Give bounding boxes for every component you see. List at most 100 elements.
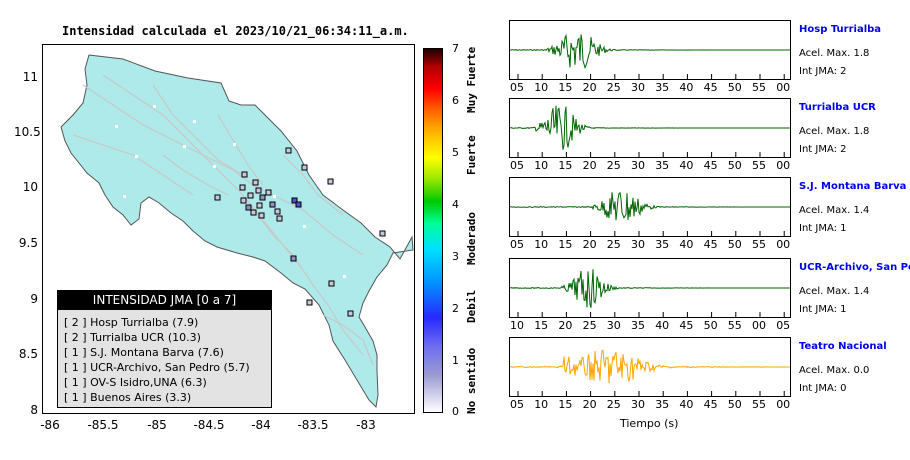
- waveform-tick-label: 05: [510, 159, 524, 172]
- waveform-tick-label: 55: [752, 81, 766, 94]
- road-network: [72, 74, 374, 366]
- legend-header: INTENSIDAD JMA [0 a 7]: [58, 291, 271, 310]
- colorbar-tick: 4: [452, 198, 459, 211]
- map-xtick: -86: [40, 418, 60, 432]
- waveform-tick-label: 35: [655, 159, 670, 172]
- colorbar-label-moderado: Moderado: [465, 212, 478, 265]
- waveform-tick-label: 40: [679, 81, 694, 94]
- station-name-link[interactable]: Hosp Turrialba: [799, 24, 882, 35]
- colorbar-label-muy-fuerte: Muy Fuerte: [465, 46, 478, 113]
- waveform-trace-svg: [510, 191, 790, 236]
- waveform-tick-label: 15: [558, 398, 573, 411]
- colorbar-tick: 0: [452, 405, 459, 418]
- map-xtick: -85: [147, 418, 167, 432]
- waveform-tick-label: 15: [558, 81, 573, 94]
- waveform-tick-label: 35: [655, 398, 670, 411]
- waveform-tick-label: 55: [727, 319, 742, 332]
- map-ytick: 11: [22, 70, 38, 84]
- colorbar-label-fuerte: Fuerte: [465, 135, 478, 175]
- station-jma: Int JMA: 0: [799, 383, 847, 394]
- waveform-panel: [509, 337, 791, 397]
- colorbar-label-no-sentido: No sentido: [465, 347, 478, 414]
- waveform-tick-label: 25: [582, 319, 597, 332]
- waveform-tick-label: 50: [727, 398, 742, 411]
- waveform-tick-label: 15: [534, 319, 549, 332]
- waveform-trace-svg: [510, 349, 790, 396]
- waveform-tick-label: 40: [679, 238, 694, 251]
- costa-rica-landmass: [60, 54, 414, 409]
- waveform-tick-label: 25: [606, 159, 621, 172]
- map-xtick: -84.5: [193, 418, 225, 432]
- map-ytick: 9: [30, 292, 38, 306]
- station-name-link[interactable]: Turrialba UCR: [799, 102, 876, 113]
- waveform-trace: [510, 33, 790, 70]
- costa-rica-map-svg: [60, 54, 414, 409]
- waveform-trace-svg: [510, 33, 790, 79]
- station-jma: Int JMA: 1: [799, 304, 847, 315]
- map-xtick: -83.5: [297, 418, 329, 432]
- colorbar-tick: 2: [452, 302, 459, 315]
- station-name-link[interactable]: Teatro Nacional: [799, 341, 887, 352]
- waveform-tick-label: 55: [752, 238, 766, 251]
- waveform-tick-label: 20: [582, 238, 597, 251]
- waveform-tick-label: 35: [631, 319, 645, 332]
- city-markers: [115, 105, 366, 308]
- waveform-tick-label: 50: [727, 238, 742, 251]
- waveform-tick-label: 45: [703, 238, 718, 251]
- station-jma: Int JMA: 1: [799, 223, 847, 234]
- colorbar-tick: 6: [452, 94, 459, 107]
- waveform-trace: [510, 269, 790, 308]
- waveform-tick-label: 45: [703, 81, 718, 94]
- station-jma: Int JMA: 2: [799, 144, 847, 155]
- waveform-tick-label: 00: [752, 319, 766, 332]
- map-ytick: 10: [22, 180, 38, 194]
- station-name-link[interactable]: S.J. Montana Barva: [799, 181, 907, 192]
- waveform-panel: [509, 20, 791, 80]
- map-ytick: 8.5: [18, 347, 38, 361]
- station-markers: [214, 147, 386, 317]
- waveform-tick-label: 25: [606, 238, 621, 251]
- waveform-tick-label: 10: [534, 398, 549, 411]
- waveform-tick-label: 00: [776, 81, 791, 94]
- waveform-tick-label: 30: [631, 159, 645, 172]
- waveform-tick-label: 10: [534, 159, 549, 172]
- station-accel: Acel. Max. 0.0: [799, 365, 870, 376]
- waveform-tick-label: 00: [776, 238, 791, 251]
- legend-item: [ 1 ] UCR-Archivo, San Pedro (5.7): [64, 361, 250, 374]
- station-accel: Acel. Max. 1.8: [799, 48, 870, 59]
- waveform-trace: [510, 349, 790, 384]
- waveform-tick-label: 30: [606, 319, 621, 332]
- legend-item: [ 1 ] S.J. Montana Barva (7.6): [64, 346, 224, 359]
- map-xtick: -83: [356, 418, 376, 432]
- waveform-tick-label: 10: [510, 319, 524, 332]
- waveform-trace-svg: [510, 105, 790, 157]
- colorbar-tick: 3: [452, 250, 459, 263]
- legend-item: [ 1 ] OV-S Isidro,UNA (6.3): [64, 376, 207, 389]
- waveform-tick-label: 05: [510, 398, 524, 411]
- waveform-tick-label: 30: [631, 81, 645, 94]
- waveform-tick-label: 05: [510, 81, 524, 94]
- waveform-tick-label: 45: [703, 159, 718, 172]
- waveform-tick-label: 20: [582, 81, 597, 94]
- station-name-link[interactable]: UCR-Archivo, San Pedro: [799, 262, 910, 273]
- station-accel: Acel. Max. 1.8: [799, 126, 870, 137]
- waveform-tick-label: 25: [606, 81, 621, 94]
- colorbar-tick: 5: [452, 146, 459, 159]
- intensity-colorbar: [423, 48, 443, 413]
- waveform-trace: [510, 191, 790, 221]
- waveform-tick-label: 20: [582, 398, 597, 411]
- waveform-trace-svg: [510, 269, 790, 317]
- colorbar-tick: 1: [452, 354, 459, 367]
- waveform-tick-label: 45: [703, 398, 718, 411]
- waveform-tick-label: 50: [703, 319, 718, 332]
- waveform-tick-label: 40: [679, 398, 694, 411]
- waveform-tick-label: 05: [776, 319, 791, 332]
- waveform-trace: [510, 105, 790, 150]
- map-title: Intensidad calculada el 2023/10/21_06:34…: [62, 24, 409, 38]
- waveform-tick-label: 50: [727, 81, 742, 94]
- intensity-legend: INTENSIDAD JMA [0 a 7] [ 2 ] Hosp Turria…: [57, 290, 272, 408]
- waveform-panel: [509, 177, 791, 237]
- waveform-tick-label: 50: [727, 159, 742, 172]
- waveform-tick-label: 55: [752, 398, 766, 411]
- waveform-tick-label: 40: [655, 319, 670, 332]
